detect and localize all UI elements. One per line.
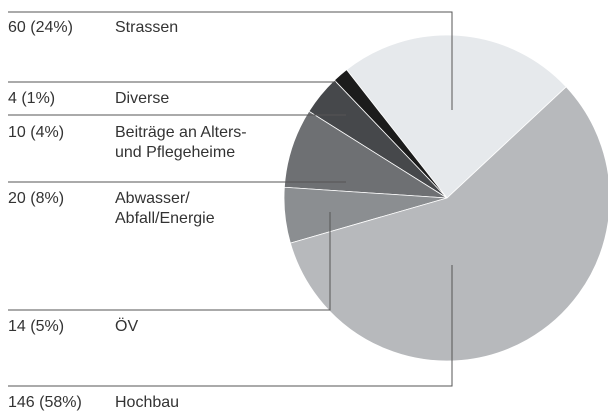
category-label: ÖV <box>115 318 139 335</box>
leader-line <box>8 265 453 387</box>
leader-line <box>8 11 453 110</box>
value-label: 14 (5%) <box>8 318 65 335</box>
category-label: Diverse <box>115 90 170 107</box>
value-label: 10 (4%) <box>8 124 65 141</box>
category-label: Strassen <box>115 19 179 36</box>
category-label: Beiträge an Alters- und Pflegeheime <box>115 124 247 161</box>
category-label: Abwasser/ Abfall/Energie <box>115 190 215 227</box>
pie-slice <box>345 34 567 199</box>
value-label: 20 (8%) <box>8 190 65 207</box>
leader-line <box>8 212 331 311</box>
category-label: Hochbau <box>115 394 180 411</box>
value-label: 4 (1%) <box>8 90 56 107</box>
value-label: 146 (58%) <box>8 394 82 411</box>
value-label: 60 (24%) <box>8 19 73 36</box>
pie-slice <box>289 86 608 362</box>
